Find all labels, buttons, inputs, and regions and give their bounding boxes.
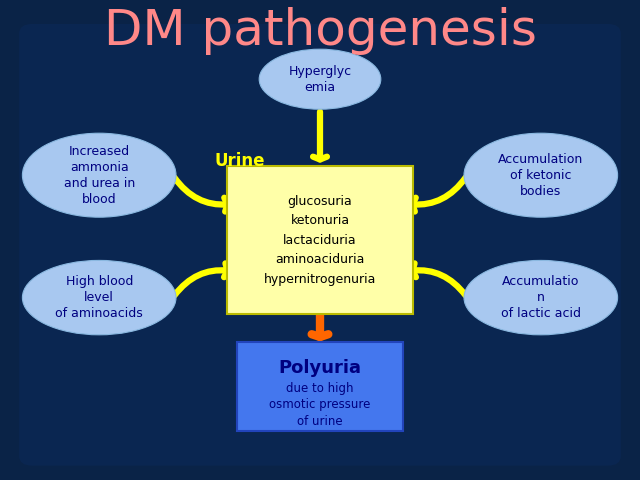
FancyBboxPatch shape <box>19 24 621 466</box>
Text: Urine: Urine <box>214 152 265 170</box>
FancyBboxPatch shape <box>227 166 413 314</box>
Text: High blood
level
of aminoacids: High blood level of aminoacids <box>55 275 143 320</box>
FancyBboxPatch shape <box>237 342 403 431</box>
Text: Polyuria: Polyuria <box>278 359 362 377</box>
Ellipse shape <box>22 260 176 335</box>
Text: glucosuria
ketonuria
lactaciduria
aminoaciduria
hypernitrogenuria: glucosuria ketonuria lactaciduria aminoa… <box>264 194 376 286</box>
Text: Accumulation
of ketonic
bodies: Accumulation of ketonic bodies <box>498 153 584 198</box>
Text: Accumulatio
n
of lactic acid: Accumulatio n of lactic acid <box>500 275 581 320</box>
Text: Hyperglyc
emia: Hyperglyc emia <box>289 65 351 94</box>
Ellipse shape <box>259 49 381 109</box>
Ellipse shape <box>22 133 176 217</box>
Ellipse shape <box>464 133 618 217</box>
Text: DM pathogenesis: DM pathogenesis <box>104 7 536 55</box>
Ellipse shape <box>464 260 618 335</box>
Text: Increased
ammonia
and urea in
blood: Increased ammonia and urea in blood <box>63 144 135 206</box>
Text: due to high
osmotic pressure
of urine: due to high osmotic pressure of urine <box>269 382 371 428</box>
